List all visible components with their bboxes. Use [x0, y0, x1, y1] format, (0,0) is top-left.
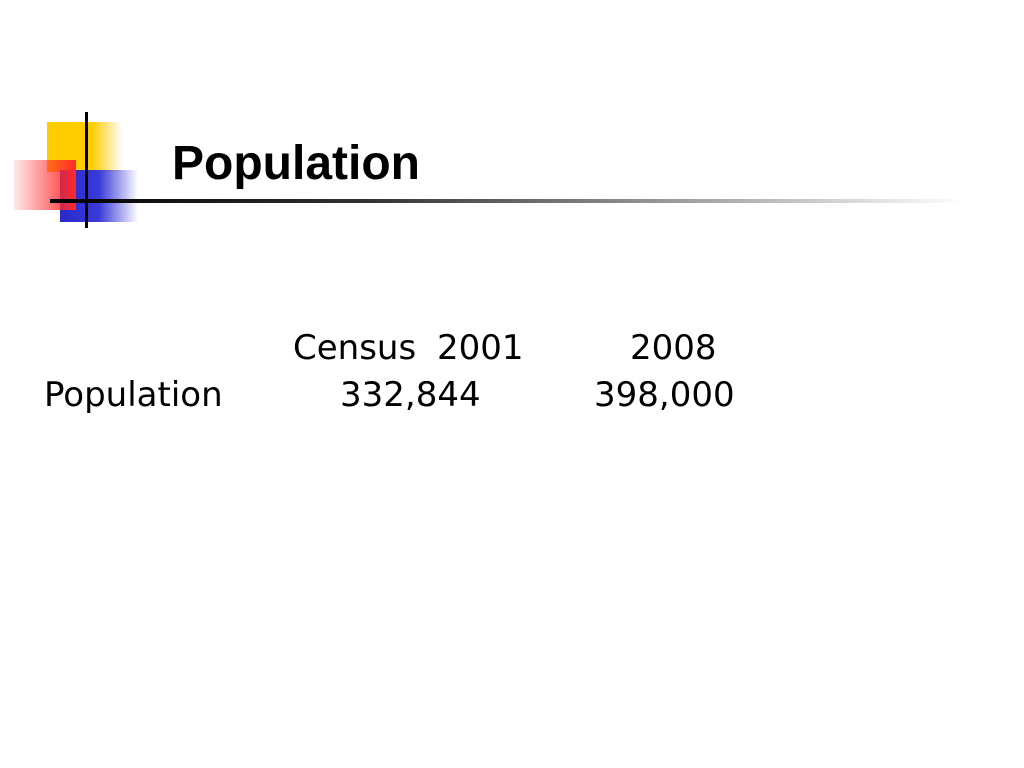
title-underline [50, 199, 965, 203]
table-cell: 398,000 [594, 375, 735, 415]
row-header: Population [44, 375, 223, 415]
slide-title: Population [172, 137, 420, 190]
vertical-line [85, 112, 88, 228]
table-cell: 332,844 [340, 375, 481, 415]
column-header: Census 2001 [293, 328, 524, 368]
column-header: 2008 [630, 328, 717, 368]
